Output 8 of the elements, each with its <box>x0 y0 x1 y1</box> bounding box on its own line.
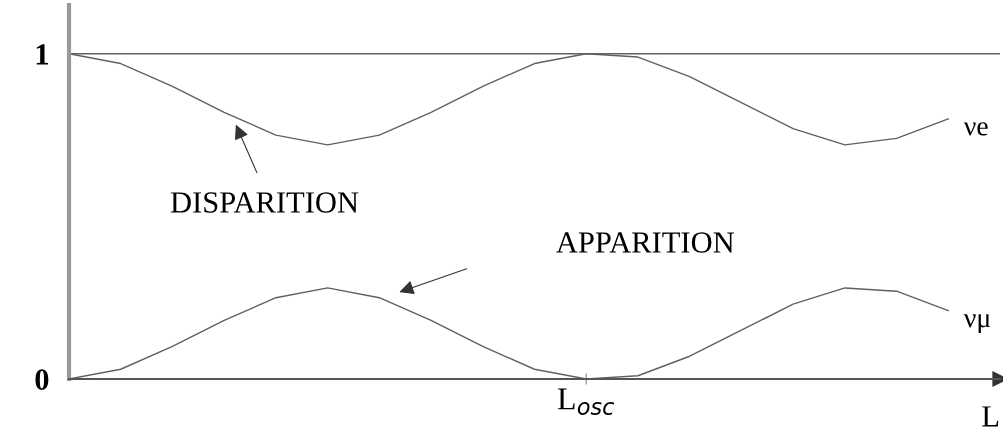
annotation: APPARITION <box>556 232 735 253</box>
annotation: DISPARITION <box>170 192 359 213</box>
series-label: νe <box>963 122 988 136</box>
y-tick-label: 1 <box>36 44 48 65</box>
x-axis-title: L <box>982 406 999 427</box>
y-tick-label: 0 <box>35 369 49 390</box>
series-label: νμ <box>963 314 991 334</box>
x-tick-label: L$_{osc}$ <box>557 388 615 415</box>
